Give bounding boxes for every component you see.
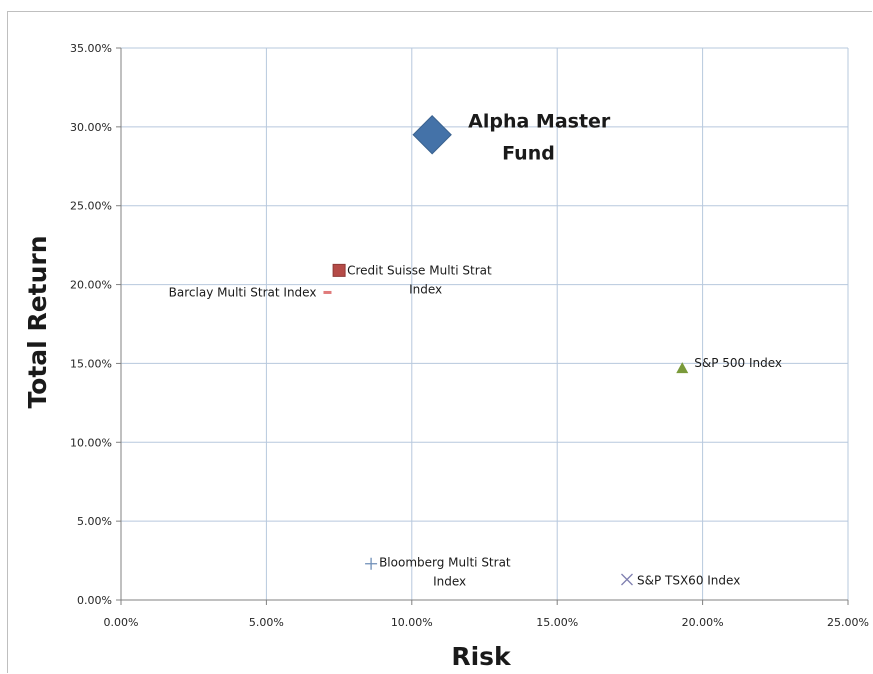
- x-tick-label: 5.00%: [249, 616, 284, 629]
- point-sp500: [676, 362, 689, 374]
- gridlines: [120, 47, 849, 601]
- point-labels: Alpha Master Fund Credit Suisse Multi Stra…: [169, 111, 782, 589]
- label-bloomberg: Bloomberg Multi Strat: [379, 556, 511, 570]
- axes: [116, 47, 849, 605]
- point-credit-suisse: [332, 263, 346, 277]
- point-sp-tsx60: [621, 573, 633, 586]
- point-barclay: [323, 290, 332, 294]
- y-tick-label: 20.00%: [70, 279, 112, 292]
- label-credit-suisse: Credit Suisse Multi Strat: [347, 263, 492, 277]
- y-tick-label: 35.00%: [70, 42, 112, 55]
- label-barclay: Barclay Multi Strat Index: [169, 285, 317, 299]
- label-sp-tsx60: S&P TSX60 Index: [637, 573, 740, 587]
- label-credit-suisse: Index: [409, 282, 442, 296]
- y-tick-labels: 0.00% 5.00% 10.00% 15.00% 20.00% 25.00% 30.00%…: [70, 42, 112, 607]
- chart-frame: [7, 11, 872, 673]
- x-axis-title: Risk: [451, 642, 512, 671]
- y-tick-label: 5.00%: [77, 515, 112, 528]
- y-tick-label: 15.00%: [70, 357, 112, 370]
- x-tick-label: 25.00%: [827, 616, 869, 629]
- y-axis-title: Total Return: [23, 235, 52, 408]
- label-sp500: S&P 500 Index: [694, 356, 782, 370]
- x-tick-label: 20.00%: [682, 616, 724, 629]
- y-tick-label: 30.00%: [70, 121, 112, 134]
- x-tick-label: 10.00%: [391, 616, 433, 629]
- point-bloomberg: [365, 557, 378, 570]
- y-tick-label: 10.00%: [70, 436, 112, 449]
- label-bloomberg: Index: [433, 575, 466, 589]
- y-tick-label: 0.00%: [77, 594, 112, 607]
- label-alpha-master-fund: Alpha Master: [468, 111, 611, 133]
- x-tick-labels: 0.00% 5.00% 10.00% 15.00% 20.00% 25.00%: [104, 616, 869, 629]
- x-tick-label: 15.00%: [536, 616, 578, 629]
- point-alpha-master-fund: [412, 115, 452, 155]
- label-alpha-master-fund: Fund: [502, 143, 555, 165]
- x-tick-label: 0.00%: [104, 616, 139, 629]
- data-points: [323, 115, 689, 586]
- y-tick-label: 25.00%: [70, 200, 112, 213]
